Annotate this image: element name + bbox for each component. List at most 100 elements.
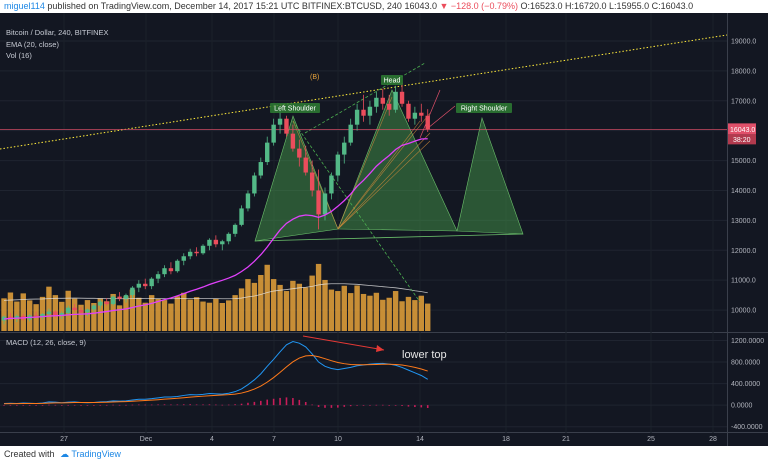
pattern-triangle-3 bbox=[456, 116, 524, 235]
candle-body bbox=[8, 316, 13, 319]
candle-body bbox=[59, 313, 64, 316]
macd-histogram-bar bbox=[247, 402, 249, 406]
fan-line-3 bbox=[337, 112, 431, 230]
candle-body bbox=[149, 278, 154, 287]
macd-histogram-bar bbox=[272, 398, 275, 406]
candle-body bbox=[187, 251, 193, 257]
left-shoulder-label: Left Shoulder bbox=[274, 106, 316, 113]
macd-histogram-bar bbox=[150, 404, 153, 406]
volume-bar bbox=[7, 292, 14, 331]
macd-histogram-bar bbox=[144, 404, 147, 406]
candle-body bbox=[309, 172, 315, 191]
candle-body bbox=[226, 233, 231, 242]
candle-body bbox=[406, 103, 411, 119]
publish-info: published on TradingView.com, December 1… bbox=[47, 1, 300, 11]
candle-body bbox=[155, 274, 161, 279]
candle-body bbox=[412, 112, 418, 119]
macd-histogram-bar bbox=[176, 404, 179, 406]
price-tick-label: 17000.0 bbox=[731, 98, 756, 105]
candle-body bbox=[335, 154, 341, 176]
macd-histogram-bar bbox=[381, 404, 384, 406]
time-tick-label: 25 bbox=[647, 436, 655, 443]
candle-body bbox=[297, 148, 302, 158]
macd-histogram-bar bbox=[16, 405, 18, 406]
price-chart[interactable]: 19000.018000.017000.016000.015000.014000… bbox=[0, 13, 768, 446]
brand-name[interactable]: TradingView bbox=[71, 449, 121, 459]
candle-body bbox=[284, 118, 289, 134]
candle-body bbox=[123, 295, 129, 299]
candle-body bbox=[232, 224, 238, 234]
signal-line bbox=[3, 354, 428, 405]
candle-body bbox=[117, 296, 122, 299]
macd-histogram-bar bbox=[426, 405, 429, 409]
candle-body bbox=[40, 313, 45, 318]
macd-histogram-bar bbox=[35, 405, 37, 406]
macd-histogram-bar bbox=[48, 404, 50, 406]
macd-histogram-bar bbox=[138, 404, 140, 406]
candle-body bbox=[66, 307, 71, 314]
macd-histogram-bar bbox=[304, 402, 307, 406]
candle-body bbox=[110, 296, 116, 305]
candle-body bbox=[53, 311, 58, 316]
volume-bar bbox=[270, 279, 277, 331]
volume-bar bbox=[418, 295, 424, 331]
volume-bar bbox=[181, 292, 187, 331]
time-tick-label: 10 bbox=[334, 436, 342, 443]
right-shoulder-label-box bbox=[456, 103, 512, 113]
macd-histogram-bar bbox=[28, 405, 31, 406]
candle-body bbox=[252, 175, 257, 194]
candle-body bbox=[374, 97, 379, 107]
macd-histogram-bar bbox=[279, 397, 281, 406]
price-tick-label: 19000.0 bbox=[731, 38, 756, 45]
candle-body bbox=[72, 307, 77, 311]
candle-body bbox=[130, 287, 135, 296]
created-with-text: Created with bbox=[4, 449, 55, 459]
price-tick-label: 11000.0 bbox=[731, 278, 756, 285]
volume-bar bbox=[155, 298, 161, 331]
candle-body bbox=[194, 251, 199, 254]
volume-bar bbox=[232, 295, 238, 331]
macd-histogram-bar bbox=[330, 405, 333, 408]
volume-bar bbox=[386, 297, 392, 331]
price-tick-label: 10000.0 bbox=[731, 308, 756, 315]
candle-body bbox=[46, 311, 52, 314]
macd-histogram-bar bbox=[125, 404, 127, 406]
volume-bar bbox=[104, 301, 110, 331]
volume-bar bbox=[110, 293, 116, 331]
candle-body bbox=[361, 109, 366, 116]
volume-bar bbox=[251, 282, 258, 331]
macd-histogram-bar bbox=[54, 404, 57, 406]
candle-body bbox=[387, 103, 392, 110]
macd-tick-label: 1200.0000 bbox=[731, 338, 764, 345]
tradingview-logo-icon[interactable]: ☁ bbox=[60, 449, 70, 459]
volume-bar bbox=[425, 303, 431, 331]
volume-bar bbox=[200, 301, 206, 331]
volume-bar bbox=[360, 293, 367, 331]
volume-bar bbox=[380, 299, 386, 331]
macd-histogram-bar bbox=[324, 405, 326, 408]
volume-bar bbox=[412, 300, 418, 331]
candle-body bbox=[136, 283, 142, 288]
macd-histogram-bar bbox=[73, 404, 76, 406]
macd-histogram-bar bbox=[9, 404, 12, 406]
volume-bar bbox=[277, 284, 283, 331]
macd-tick-label: -400.0000 bbox=[731, 424, 763, 431]
author-link[interactable]: miguel114 bbox=[4, 1, 45, 11]
macd-histogram-bar bbox=[67, 404, 69, 406]
fan-line-1 bbox=[337, 96, 393, 230]
volume-bar bbox=[392, 291, 399, 331]
candle-body bbox=[207, 239, 212, 246]
volume-bar bbox=[174, 296, 181, 331]
volume-bar bbox=[226, 300, 232, 331]
volume-bar bbox=[213, 298, 219, 331]
candle-body bbox=[419, 112, 424, 116]
macd-histogram-bar bbox=[317, 405, 320, 407]
macd-histogram-bar bbox=[163, 404, 166, 406]
candle-body bbox=[98, 301, 103, 306]
volume-bar bbox=[245, 279, 251, 331]
macd-histogram-bar bbox=[182, 404, 185, 406]
volume-bar bbox=[296, 283, 303, 331]
fan-line-5 bbox=[337, 140, 431, 230]
publish-header: miguel114 published on TradingView.com, … bbox=[0, 0, 768, 13]
